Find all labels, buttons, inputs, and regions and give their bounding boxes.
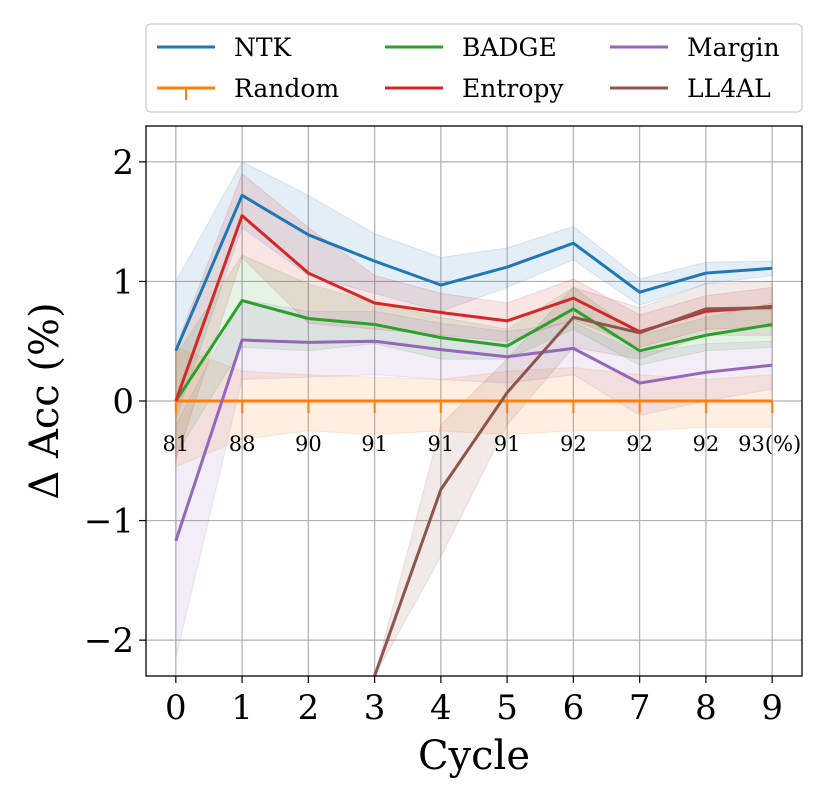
line-ll4al	[373, 306, 773, 676]
y-axis-title: Δ Acc (%)	[22, 302, 68, 499]
line-badge	[174, 299, 773, 402]
band-badge	[175, 254, 773, 457]
line-margin	[174, 338, 773, 542]
line-ntk	[174, 193, 773, 352]
x-tick-label: 0	[165, 688, 187, 728]
x-axis-ticks: 0 1 2 3 4 5 6 7 8 9	[165, 676, 783, 728]
y-axis-ticks: −2 −1 0 1 2	[84, 143, 146, 661]
x-tick-label: 7	[629, 688, 651, 728]
accuracy-annotation: 88	[229, 432, 256, 456]
legend-label-badge: BADGE	[462, 33, 557, 62]
accuracy-annotation: 92	[693, 432, 720, 456]
confidence-bands	[175, 161, 773, 676]
accuracy-annotation: 93(%)	[738, 432, 801, 456]
y-tick-label: 0	[112, 382, 134, 422]
legend-label-random: Random	[234, 74, 339, 103]
y-tick-label: −1	[84, 502, 134, 542]
band-margin	[175, 298, 773, 659]
accuracy-annotation: 92	[560, 432, 587, 456]
x-tick-label: 8	[695, 688, 717, 728]
legend: NTK Random BADGE Entropy Margin LL4AL	[145, 23, 803, 113]
accuracy-annotation: 91	[428, 432, 455, 456]
accuracy-annotation: 91	[361, 432, 388, 456]
x-tick-label: 6	[563, 688, 585, 728]
x-tick-label: 2	[298, 688, 320, 728]
x-tick-label: 4	[430, 688, 452, 728]
accuracy-annotations: 81 88 90 91 91 91 92 92 92 93(%)	[162, 432, 801, 456]
x-tick-label: 9	[761, 688, 783, 728]
x-axis-title: Cycle	[418, 733, 530, 779]
accuracy-annotation: 92	[626, 432, 653, 456]
legend-label-ll4al: LL4AL	[687, 74, 771, 103]
series-lines	[174, 193, 774, 676]
x-tick-label: 3	[364, 688, 386, 728]
y-tick-label: 2	[112, 143, 134, 183]
band-random	[175, 346, 773, 468]
accuracy-annotation: 90	[295, 432, 322, 456]
x-tick-label: 5	[496, 688, 518, 728]
y-tick-label: −2	[84, 621, 134, 661]
accuracy-annotation: 81	[162, 432, 189, 456]
y-tick-label: 1	[112, 262, 134, 302]
legend-label-entropy: Entropy	[462, 74, 564, 103]
accuracy-annotation: 91	[494, 432, 521, 456]
legend-label-ntk: NTK	[234, 33, 293, 62]
legend-label-margin: Margin	[687, 33, 780, 62]
x-tick-label: 1	[231, 688, 253, 728]
